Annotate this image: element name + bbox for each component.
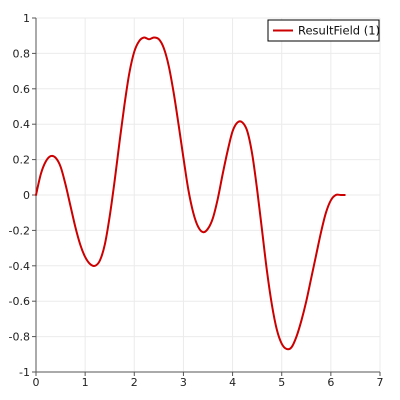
y-tick-label: -0.8 xyxy=(9,331,30,344)
x-tick-label: 0 xyxy=(33,376,40,389)
legend-label-resultfield: ResultField (1) xyxy=(298,24,380,38)
y-tick-label: -0.6 xyxy=(9,295,30,308)
legend: ResultField (1) xyxy=(267,19,380,42)
y-tick-label: -0.2 xyxy=(9,224,30,237)
chart-grid xyxy=(35,17,381,373)
legend-box xyxy=(267,19,380,42)
y-tick-label: 0.8 xyxy=(13,47,31,60)
series-line-resultfield xyxy=(35,36,346,351)
x-tick-label: 4 xyxy=(229,376,236,389)
y-tick-label: 0.2 xyxy=(13,154,31,167)
y-axis-ticks: 1 0.8 0.6 0.4 0.2 0 -0.2 -0.4 -0.6 -0.8 -1 xyxy=(9,12,36,379)
x-tick-label: 2 xyxy=(131,376,138,389)
y-tick-label: 0 xyxy=(23,189,30,202)
y-tick-label: 0.4 xyxy=(13,118,31,131)
x-axis-ticks: 0 1 2 3 4 5 6 7 xyxy=(33,372,384,389)
y-tick-label: 0.6 xyxy=(13,83,31,96)
x-tick-label: 5 xyxy=(278,376,285,389)
x-tick-label: 6 xyxy=(327,376,334,389)
y-tick-label: 1 xyxy=(23,12,30,25)
x-tick-label: 3 xyxy=(180,376,187,389)
y-tick-label: -0.4 xyxy=(9,260,30,273)
x-tick-label: 1 xyxy=(82,376,89,389)
y-tick-label: -1 xyxy=(19,366,30,379)
series-layer xyxy=(35,36,346,351)
x-tick-label: 7 xyxy=(377,376,384,389)
